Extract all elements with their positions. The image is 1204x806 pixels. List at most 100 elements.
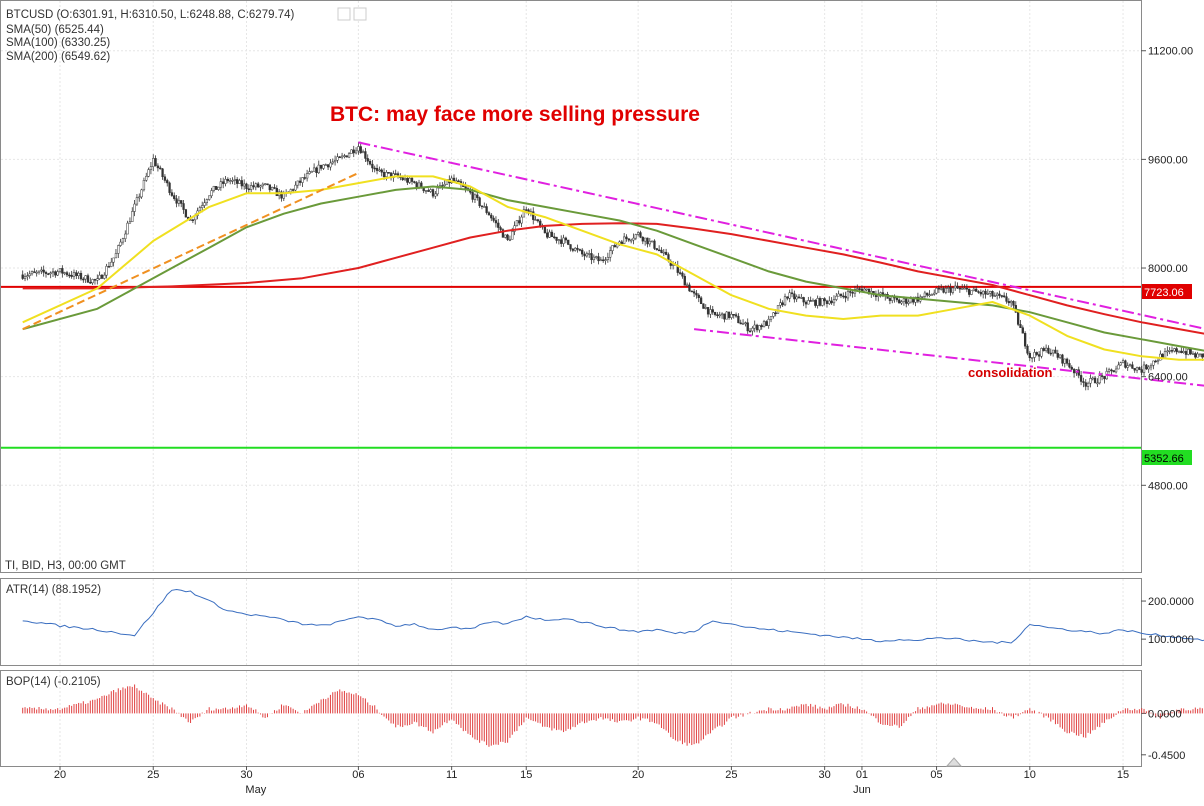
candle-body [654, 241, 656, 248]
candle-body [73, 273, 75, 277]
price-tick-label: 8000.00 [1148, 263, 1188, 275]
candle-body [1041, 348, 1043, 356]
candle-body [966, 288, 968, 289]
candle-body [402, 178, 404, 180]
candle-body [36, 272, 38, 273]
candle-body [581, 250, 583, 254]
candle-body [1178, 351, 1180, 352]
candle-body [602, 260, 604, 261]
candle-body [136, 198, 138, 204]
svg-text:7723.06: 7723.06 [1144, 287, 1184, 299]
candle-body [964, 288, 966, 289]
candle-body [1185, 351, 1187, 354]
candle-body [113, 258, 115, 262]
candle-body [577, 248, 579, 249]
candle-body [782, 303, 784, 305]
candle-body [243, 184, 245, 186]
candle-body [623, 237, 625, 244]
candle-body [1157, 360, 1159, 361]
candle-body [348, 154, 350, 157]
candle-body [253, 186, 255, 187]
candle-body [784, 297, 786, 305]
candle-body [772, 313, 774, 317]
candle-body [810, 300, 812, 301]
candle-body [127, 223, 129, 234]
candle-body [975, 289, 977, 291]
candle-body [719, 315, 721, 316]
candle-body [707, 307, 709, 314]
close-icon[interactable] [354, 8, 366, 20]
settings-icon[interactable] [338, 8, 350, 20]
candle-body [560, 240, 562, 244]
candle-body [225, 179, 227, 183]
candle-body [1080, 375, 1082, 381]
candle-body [64, 273, 66, 274]
date-tick-label: 15 [520, 769, 532, 781]
candle-body [430, 190, 432, 192]
candle-body [274, 187, 276, 188]
candle-body [768, 319, 770, 325]
candle-body [572, 249, 574, 250]
candle-body [122, 239, 124, 242]
candle-body [1099, 376, 1101, 383]
candle-body [1173, 349, 1175, 351]
candle-body [679, 273, 681, 274]
atr-panel-frame [1, 579, 1142, 666]
candle-body [87, 276, 89, 283]
candle-body [717, 315, 719, 316]
candle-body [404, 178, 406, 180]
consolidation-label: consolidation [968, 365, 1053, 380]
candle-body [521, 217, 523, 223]
candle-body [605, 260, 607, 261]
candle-body [1171, 350, 1173, 351]
candle-body [474, 195, 476, 200]
candle-body [931, 294, 933, 295]
candle-body [1183, 351, 1185, 352]
candle-body [164, 177, 166, 181]
candle-body [859, 289, 861, 290]
candle-body [339, 157, 341, 158]
candle-body [416, 183, 418, 188]
candle-body [999, 294, 1001, 296]
candle-body [239, 180, 241, 183]
candle-body [395, 174, 397, 175]
candle-body [1090, 378, 1092, 383]
candle-body [80, 273, 82, 279]
candle-body [968, 289, 970, 294]
candle-body [549, 232, 551, 237]
candle-body [586, 254, 588, 256]
candle-body [1145, 365, 1147, 369]
candle-body [99, 275, 101, 279]
candle-body [761, 325, 763, 326]
candle-body [943, 288, 945, 292]
candle-body [698, 295, 700, 298]
candle-body [143, 180, 145, 190]
candle-body [24, 277, 26, 279]
candle-body [306, 174, 308, 178]
candle-body [786, 297, 788, 299]
candle-body [271, 187, 273, 189]
candle-body [982, 291, 984, 294]
candle-body [1097, 383, 1099, 384]
candle-body [1131, 365, 1133, 369]
sma200-legend: SMA(200) (6549.62) [6, 51, 110, 63]
candle-body [728, 312, 730, 318]
candle-body [183, 203, 185, 209]
symbol-ohlc-label: BTCUSD (O:6301.91, H:6310.50, L:6248.88,… [6, 9, 294, 21]
candle-body [598, 257, 600, 261]
candle-body [437, 188, 439, 194]
candle-body [849, 291, 851, 292]
candle-body [325, 165, 327, 166]
candle-body [1001, 296, 1003, 297]
candle-body [756, 325, 758, 330]
candle-body [61, 268, 63, 273]
candle-body [45, 272, 47, 273]
candle-body [327, 165, 329, 167]
candle-body [812, 300, 814, 301]
bop-legend: BOP(14) (-0.2105) [6, 676, 101, 688]
candle-body [952, 288, 954, 292]
candle-body [138, 197, 140, 198]
candle-body [66, 273, 68, 275]
month-label: May [245, 784, 266, 796]
candle-body [826, 301, 828, 304]
